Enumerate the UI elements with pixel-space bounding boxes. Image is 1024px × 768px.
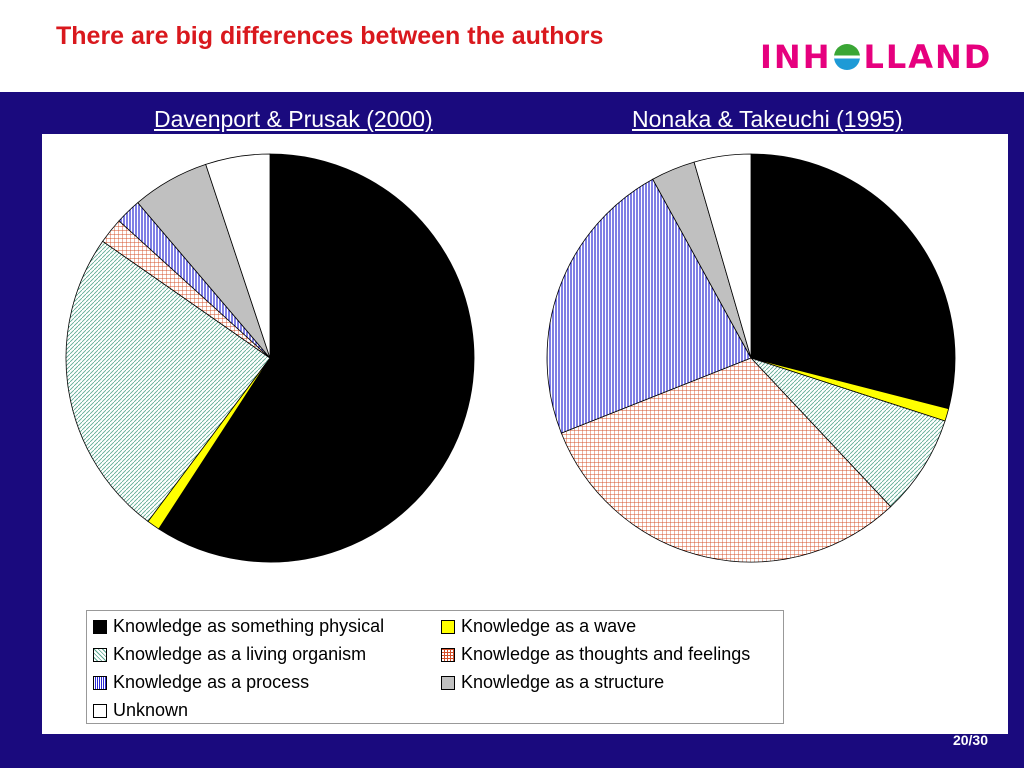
chart-title-right: Nonaka & Takeuchi (1995) (632, 106, 903, 132)
logo-text-left: INH (760, 38, 832, 76)
pie-slice-physical (158, 153, 475, 563)
legend: Knowledge as something physical Knowledg… (86, 610, 784, 724)
legend-swatch (441, 675, 455, 690)
legend-swatch (441, 619, 455, 634)
pie-charts (65, 153, 956, 563)
legend-item-thoughts-feelings: Knowledge as thoughts and feelings (441, 644, 750, 665)
legend-label: Knowledge as a structure (461, 672, 665, 692)
legend-swatch (93, 619, 107, 634)
legend-item-physical: Knowledge as something physical (93, 616, 384, 637)
pie-nonaka-takeuchi (546, 153, 956, 563)
legend-item-process: Knowledge as a process (93, 672, 309, 693)
chart-panel: Knowledge as something physical Knowledg… (42, 134, 1008, 734)
legend-swatch (441, 647, 455, 662)
pie-slice-process (546, 178, 752, 434)
legend-label: Knowledge as a wave (461, 616, 637, 636)
legend-item-wave: Knowledge as a wave (441, 616, 636, 637)
pie-slice-thoughts-feelings (560, 357, 892, 563)
legend-item-structure: Knowledge as a structure (441, 672, 664, 693)
legend-label: Knowledge as thoughts and feelings (461, 644, 751, 664)
legend-item-living-organism: Knowledge as a living organism (93, 644, 366, 665)
header-area: There are big differences between the au… (0, 0, 1024, 92)
pie-slice-living-organism (750, 357, 946, 508)
page-number: 20/30 (952, 732, 988, 748)
legend-swatch (93, 675, 107, 690)
globe-icon (834, 44, 861, 70)
pie-slice-physical (750, 153, 956, 410)
logo-text-right: LLAND (863, 38, 993, 76)
legend-label: Knowledge as something physical (113, 616, 385, 636)
pie-davenport-prusak (65, 153, 475, 563)
legend-label: Unknown (113, 700, 189, 720)
legend-label: Knowledge as a living organism (113, 644, 367, 664)
chart-title-left: Davenport & Prusak (2000) (154, 106, 433, 132)
slide-title: There are big differences between the au… (56, 22, 604, 50)
pie-slice-unknown (693, 153, 752, 359)
legend-swatch (93, 647, 107, 662)
legend-swatch (93, 703, 107, 718)
legend-label: Knowledge as a process (113, 672, 310, 692)
pie-slice-living-organism (65, 240, 271, 523)
legend-item-unknown: Unknown (93, 700, 188, 721)
pie-slice-unknown (205, 153, 271, 359)
inholland-logo: INH LLAND (760, 36, 992, 76)
